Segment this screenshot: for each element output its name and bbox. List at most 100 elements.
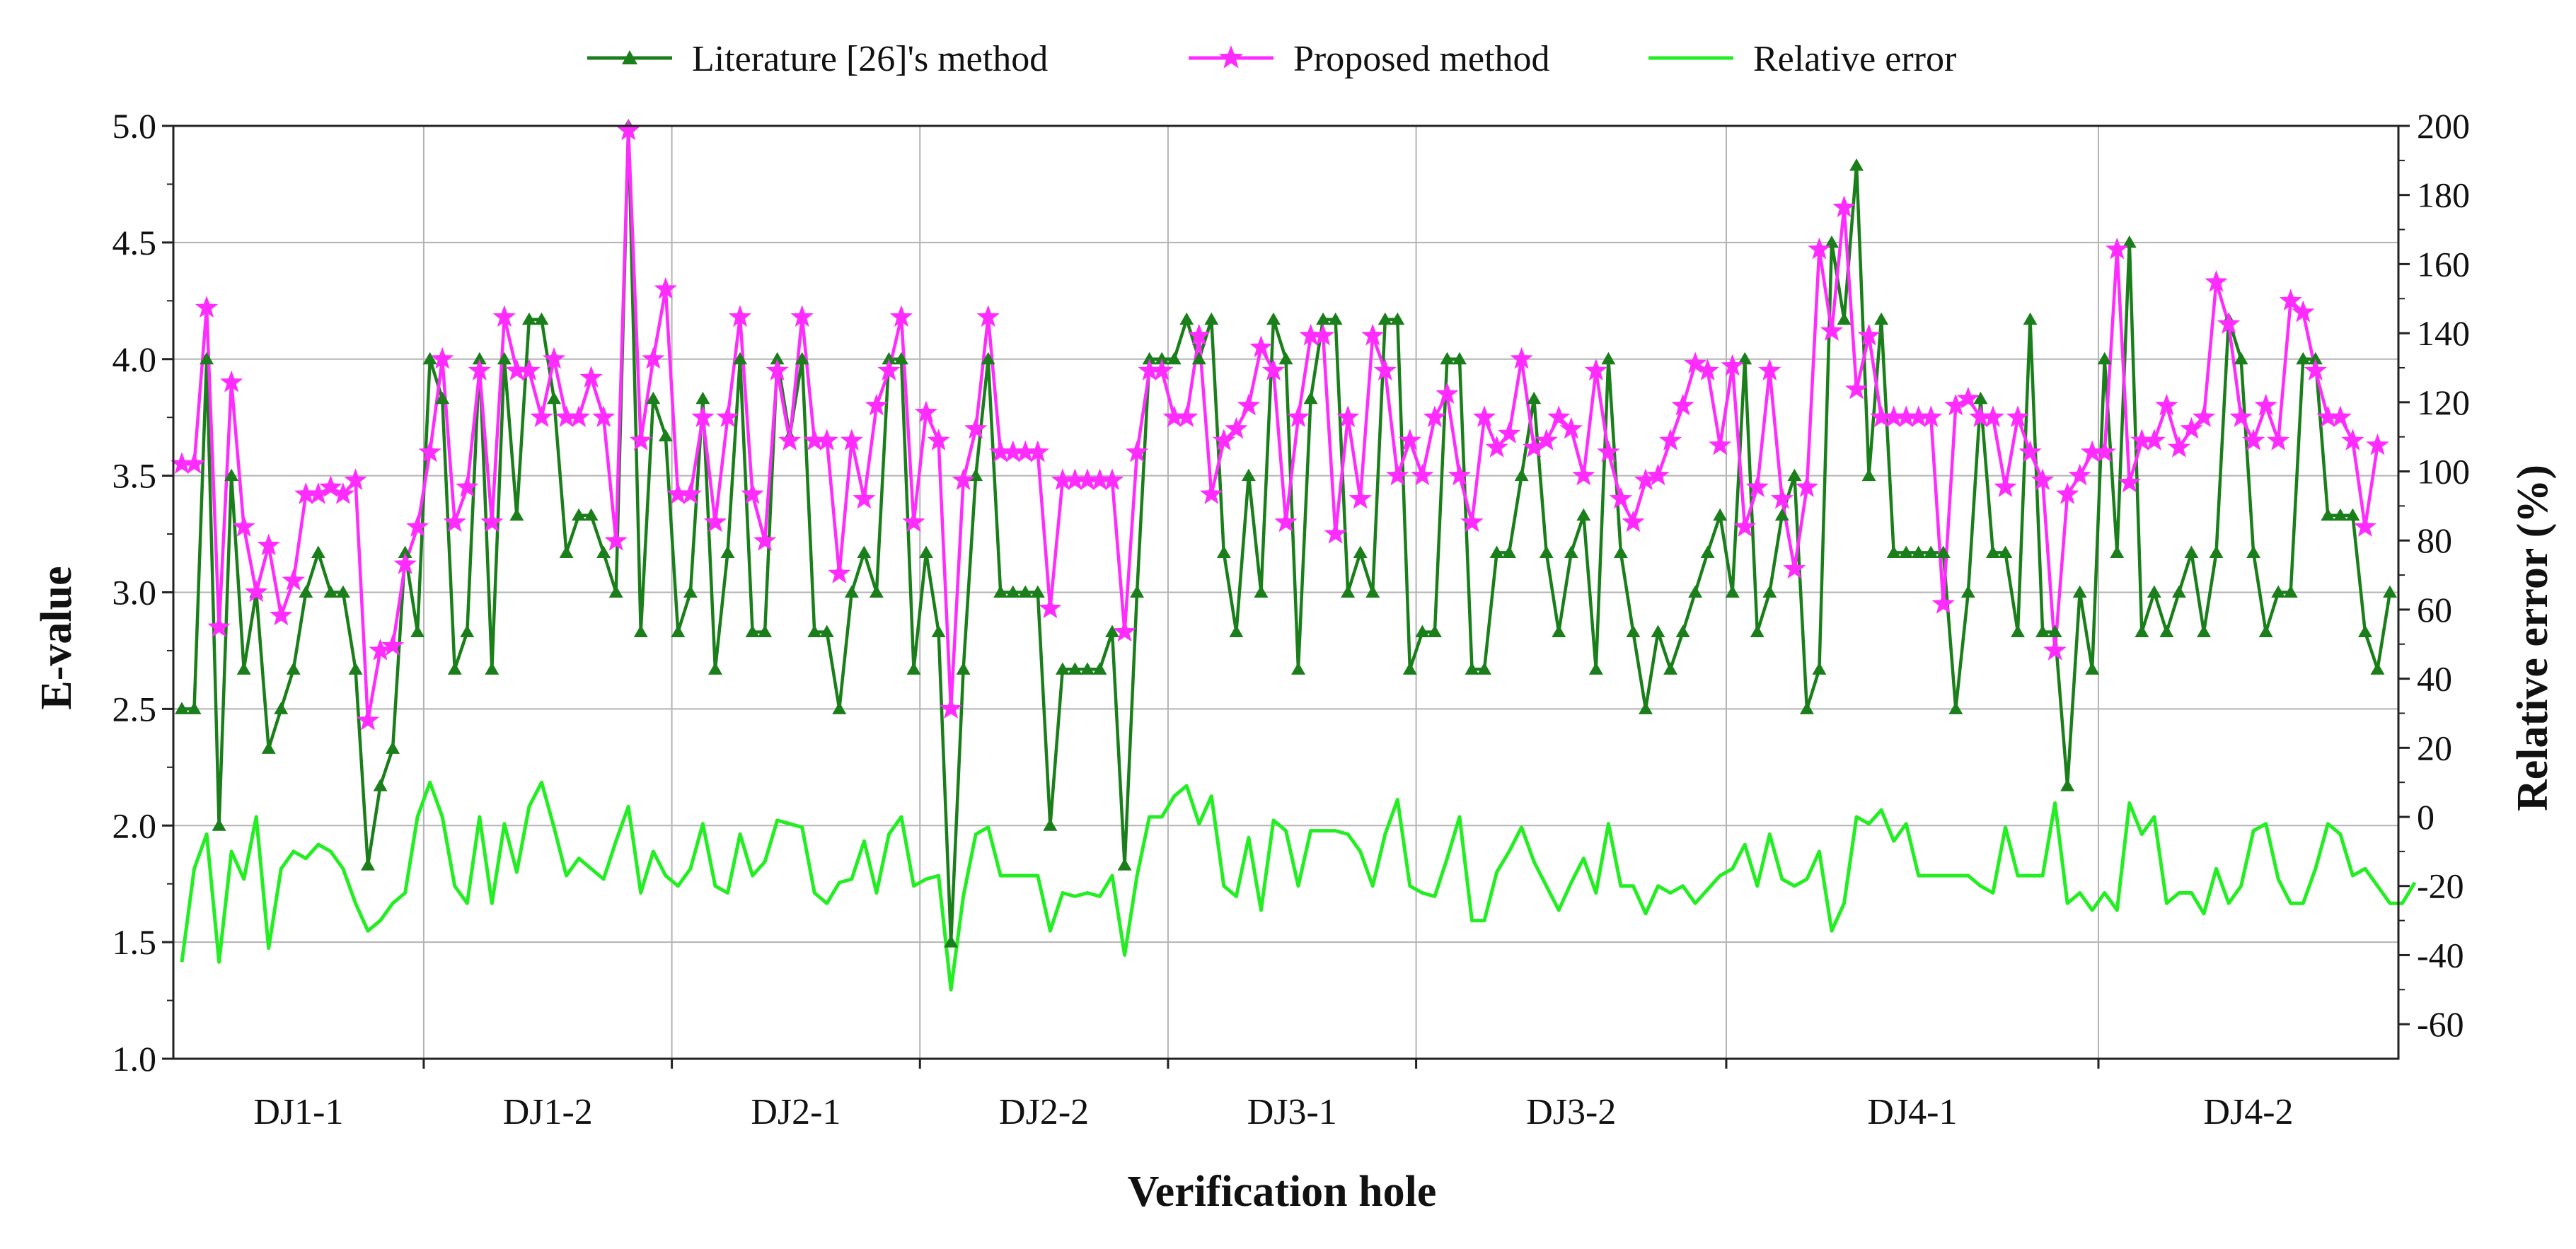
proposed-point [1051,468,1075,490]
literature-point [435,391,450,405]
literature-point [1427,624,1442,638]
proposed-point [1299,323,1322,346]
y2-tick-label: 40 [2417,659,2452,699]
literature-point [844,585,859,598]
literature-point [1861,468,1876,482]
literature-point [236,662,251,675]
proposed-point [1261,359,1286,380]
y2-tick-label: -60 [2417,1004,2464,1044]
series-relative-error-line [180,780,2417,992]
literature-point [460,624,475,638]
proposed-point [1944,393,1968,416]
literature-point [175,702,189,714]
literature-point [1552,624,1566,638]
y-tick-label: 3.5 [112,456,157,496]
proposed-point [976,305,1000,327]
literature-point [1390,312,1405,325]
literature-point [521,312,536,325]
legend-triangle-marker [622,50,637,64]
literature-point [1924,545,1939,558]
literature-point [596,545,611,558]
proposed-point [2006,405,2030,427]
literature-point [1713,508,1728,521]
proposed-point [2341,429,2364,451]
proposed-point [691,405,715,427]
proposed-point [2167,436,2191,458]
literature-point [1080,662,1094,675]
proposed-point [1472,405,1496,427]
proposed-point [195,296,219,318]
literature-point [658,429,673,442]
literature-point [534,312,549,325]
literature-point [2258,624,2273,638]
literature-point [1465,662,1479,675]
literature-point [2321,508,2335,521]
proposed-point [2316,405,2340,427]
proposed-point [1609,487,1633,509]
literature-point [646,391,661,405]
proposed-point [1088,468,1111,490]
proposed-point [257,533,280,556]
proposed-point [2242,429,2265,451]
proposed-point [853,487,876,509]
proposed-point [1436,382,1459,404]
proposed-point [1237,393,1261,416]
proposed-point [1820,319,1844,341]
legend-label: Literature [26]'s method [692,39,1048,79]
literature-point [2383,585,2397,598]
legend: Literature [26]'s method Proposed method R… [587,39,1956,79]
proposed-point [282,569,305,591]
proposed-point [2106,237,2129,260]
x-group-label: DJ3-2 [1526,1092,1616,1132]
proposed-point [245,580,268,603]
literature-point [2234,352,2248,365]
proposed-point [952,468,975,490]
literature-point [1812,662,1827,675]
proposed-point [778,429,802,451]
proposed-point [592,405,616,427]
y2-tick-label: -20 [2417,866,2464,906]
x-group-label: DJ2-2 [999,1092,1089,1132]
literature-point [1787,468,1802,482]
y-tick-label: 3.0 [112,573,157,612]
literature-point [2370,662,2385,675]
literature-point [745,624,760,638]
literature-point [1948,702,1963,714]
literature-point [770,352,785,365]
literature-point [1440,352,1455,365]
literature-point [894,352,908,365]
literature-point [497,352,512,365]
proposed-point [840,429,863,451]
literature-point [2035,624,2050,638]
literature-point [2135,624,2149,638]
x-group-label: DJ2-1 [751,1092,841,1132]
literature-point [261,741,276,754]
y2-tick-label: 60 [2417,590,2452,629]
proposed-point [2081,440,2104,463]
literature-point [2345,508,2360,521]
proposed-point [331,482,355,504]
proposed-point [1200,482,1223,504]
literature-point [1353,545,1368,558]
literature-point [1328,312,1343,325]
literature-point [572,508,587,521]
proposed-point [964,417,988,439]
literature-point [2047,624,2062,638]
proposed-point [1709,433,1732,455]
literature-point [720,545,735,558]
proposed-point [2031,468,2055,490]
proposed-point [270,603,293,626]
proposed-point [815,429,838,451]
proposed-point [1622,510,1645,533]
literature-point [2283,585,2298,598]
literature-point [1700,545,1715,558]
proposed-point [1225,417,1248,439]
proposed-point [1808,237,1831,260]
literature-point [695,391,710,405]
literature-point [348,662,363,675]
proposed-point [2229,405,2253,427]
proposed-point [2043,638,2067,661]
literature-point [1899,545,1914,558]
literature-point [2308,352,2323,365]
axis-layer: 1.0 1.5 2.0 2.5 3.0 3.5 4.0 4.5 5.0 -60 -40 -20 0 20 4… [112,106,2471,1132]
